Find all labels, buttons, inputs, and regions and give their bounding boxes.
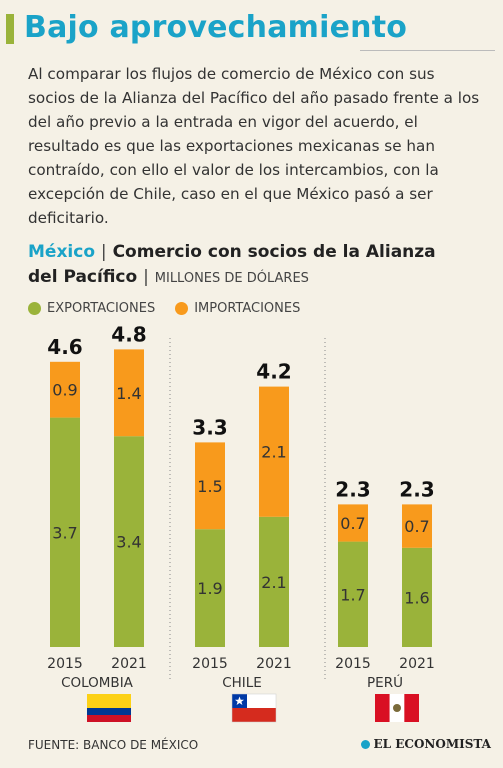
- label-imports-2015: 0.7: [340, 514, 365, 533]
- label-total-2015: 3.3: [192, 415, 227, 439]
- bar-exports-chile-2021: [259, 516, 289, 647]
- label-exports-2021: 1.6: [404, 588, 429, 607]
- label-exports-2015: 3.7: [52, 523, 77, 542]
- bar-imports-colombia-2021: [114, 349, 144, 437]
- chile-flag: [231, 693, 277, 723]
- label-total-2021: 2.3: [399, 477, 434, 501]
- legend-swatch-exports: [28, 301, 41, 315]
- brand-icon: [360, 739, 370, 749]
- label-imports-2015: 0.9: [52, 381, 77, 400]
- subtitle-country: México: [28, 242, 95, 262]
- intro-paragraph: Al comparar los flujos de comercio de Mé…: [28, 65, 480, 227]
- bar-exports-perú-2015: [338, 541, 368, 647]
- legend-swatch-imports: [175, 301, 189, 315]
- label-exports-2021: 2.1: [261, 573, 286, 592]
- bar-exports-colombia-2015: [50, 417, 80, 647]
- bar-imports-chile-2015: [195, 442, 225, 530]
- x-tick-year: 2015: [192, 656, 228, 672]
- subtitle-separator: |: [100, 242, 107, 262]
- flag-stripe-red-right: [404, 694, 419, 722]
- label-total-2021: 4.8: [111, 322, 146, 346]
- source-note: FUENTE: BANCO DE MÉXICO: [28, 738, 199, 752]
- bar-imports-perú-2021: [402, 504, 432, 548]
- bar-imports-perú-2015: [338, 504, 368, 542]
- label-total-2015: 2.3: [335, 477, 370, 501]
- colombia-flag: [87, 694, 131, 722]
- chart-subtitle: México | Comercio con socios de la Alian…: [28, 240, 488, 291]
- page-title: Bajo aprovechamiento: [24, 10, 408, 45]
- bar-exports-colombia-2021: [114, 436, 144, 647]
- subtitle-title-b: del Pacífico: [28, 267, 138, 287]
- legend-item-exports: EXPORTACIONES: [28, 301, 155, 316]
- label-exports-2015: 1.7: [340, 585, 365, 604]
- flag-star: [235, 696, 244, 705]
- title-accent-bar: [6, 14, 14, 44]
- subtitle-units: MILLONES DE DÓLARES: [154, 271, 309, 286]
- x-tick-year: 2015: [47, 656, 83, 672]
- x-tick-country: PERÚ: [367, 673, 403, 691]
- peru-flag: [375, 694, 419, 722]
- subtitle-title-a: Comercio con socios de la Alianza: [112, 242, 436, 262]
- bar-imports-colombia-2015: [50, 361, 80, 418]
- label-total-2021: 4.2: [256, 360, 291, 384]
- flag-stripe-red: [87, 715, 131, 722]
- label-exports-2015: 1.9: [197, 579, 222, 598]
- subtitle-separator-2: |: [143, 267, 149, 287]
- flag-emblem: [393, 704, 401, 712]
- x-tick-country: CHILE: [222, 675, 262, 691]
- flag-stripe-yellow: [87, 694, 131, 708]
- legend-label-imports: IMPORTACIONES: [194, 300, 301, 316]
- bar-imports-chile-2021: [259, 386, 289, 517]
- flag-stripe-blue: [87, 708, 131, 715]
- stacked-bar-chart: 3.7 0.9 4.6 2015 3.4 1.4 4.8 2021 COLOMBIA 1.9 1.5…: [47, 322, 435, 723]
- x-tick-country: COLOMBIA: [61, 675, 134, 691]
- title-rule: [360, 50, 495, 51]
- label-total-2015: 4.6: [47, 335, 82, 359]
- label-exports-2021: 3.4: [116, 533, 141, 552]
- x-tick-year: 2021: [256, 656, 292, 672]
- label-imports-2021: 1.4: [116, 384, 141, 403]
- legend-label-exports: EXPORTACIONES: [47, 300, 156, 316]
- legend-item-imports: IMPORTACIONES: [175, 301, 300, 316]
- x-tick-year: 2021: [111, 656, 147, 672]
- label-imports-2015: 1.5: [197, 477, 222, 496]
- bar-exports-perú-2021: [402, 547, 432, 647]
- brand-logo: EL ECONOMISTA: [360, 737, 491, 751]
- label-imports-2021: 0.7: [404, 517, 429, 536]
- brand-name: EL ECONOMISTA: [373, 737, 491, 751]
- x-tick-year: 2015: [335, 656, 371, 672]
- x-tick-year: 2021: [399, 656, 435, 672]
- label-imports-2021: 2.1: [261, 443, 286, 462]
- flag-stripe-red: [232, 708, 276, 722]
- bar-exports-chile-2015: [195, 529, 225, 647]
- chart-legend: EXPORTACIONES IMPORTACIONES: [28, 298, 320, 318]
- flag-stripe-red-left: [375, 694, 390, 722]
- flag-border: [231, 693, 277, 723]
